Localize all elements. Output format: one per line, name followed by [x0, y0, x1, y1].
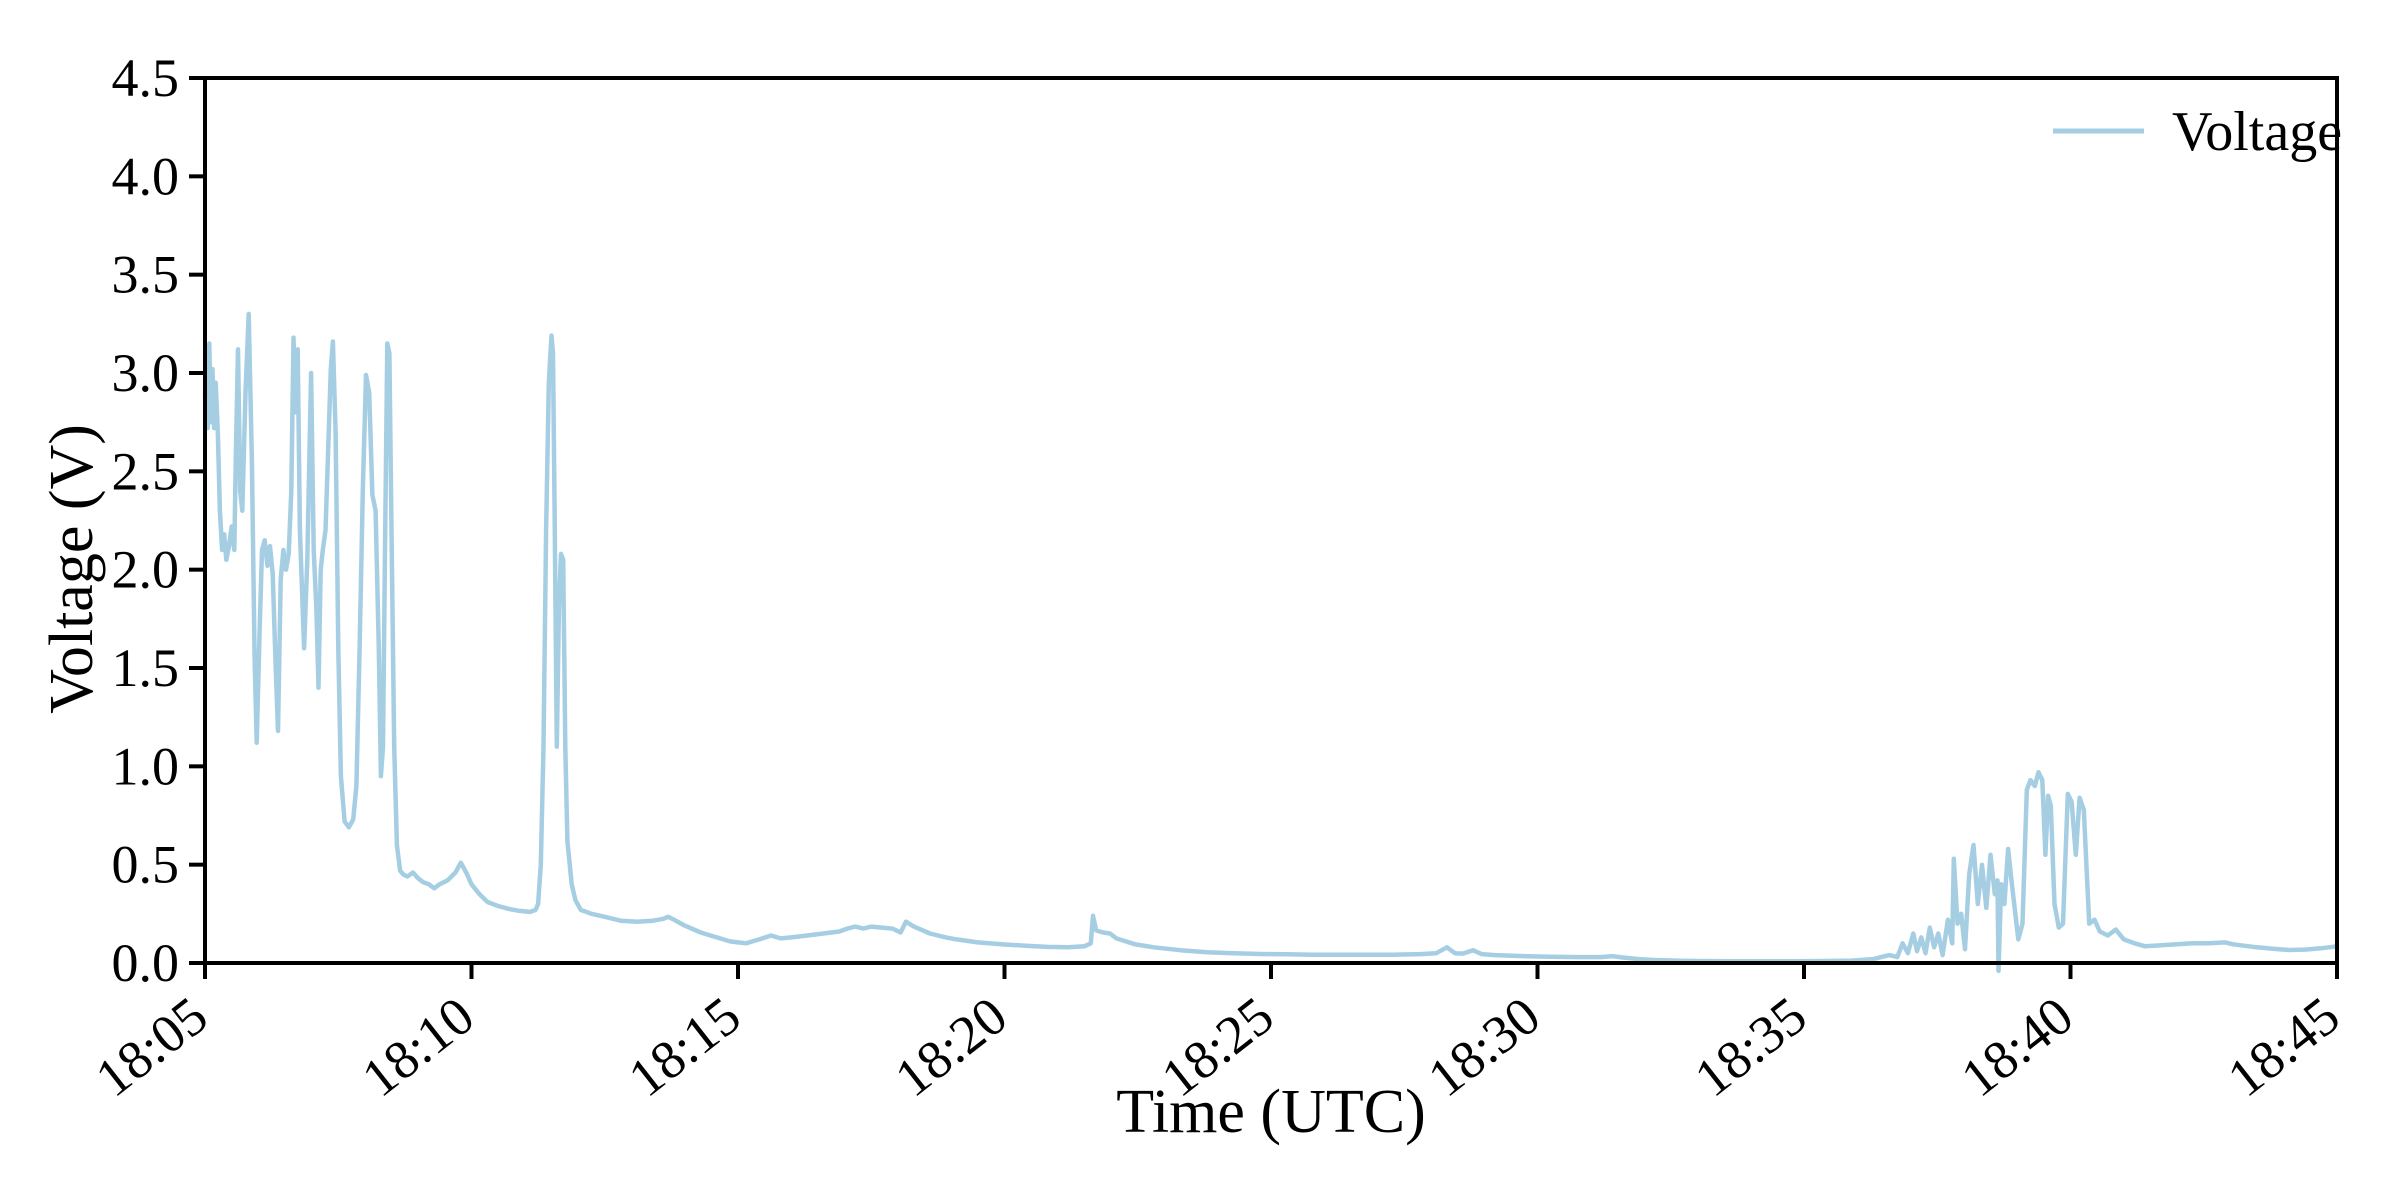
- x-tick-label: 18:35: [1684, 985, 1818, 1108]
- y-axis: 0.0 0.5 1.0 1.5 2.0 2.5 3.0 3.5 4.0 4.5: [112, 48, 205, 993]
- x-tick-label: 18:40: [1950, 985, 2084, 1108]
- x-tick-label: 18:05: [85, 985, 219, 1108]
- x-tick-label: 18:15: [618, 985, 752, 1108]
- legend-label: Voltage: [2172, 101, 2342, 163]
- y-tick-label: 0.5: [112, 835, 180, 895]
- x-axis-label: Time (UTC): [1116, 1078, 1425, 1146]
- x-tick-label: 18:10: [351, 985, 485, 1108]
- y-tick-label: 1.0: [112, 736, 180, 796]
- y-tick-label: 3.5: [112, 245, 180, 305]
- y-tick-label: 2.0: [112, 540, 180, 600]
- y-tick-label: 0.0: [112, 933, 180, 993]
- axes-frame: [203, 76, 2339, 965]
- x-tick-label: 18:45: [2217, 985, 2351, 1108]
- voltage-line: [202, 311, 2340, 974]
- y-tick-label: 3.0: [112, 343, 180, 403]
- y-tick-label: 1.5: [112, 638, 180, 698]
- y-tick-label: 4.5: [112, 48, 180, 108]
- x-tick-label: 18:30: [1417, 985, 1551, 1108]
- series-group: [202, 311, 2340, 974]
- y-tick-label: 2.5: [112, 441, 180, 501]
- y-axis-label: Voltage (V): [38, 424, 106, 714]
- x-tick-label: 18:20: [884, 985, 1018, 1108]
- y-tick-label: 4.0: [112, 146, 180, 206]
- legend: Voltage: [2053, 101, 2342, 163]
